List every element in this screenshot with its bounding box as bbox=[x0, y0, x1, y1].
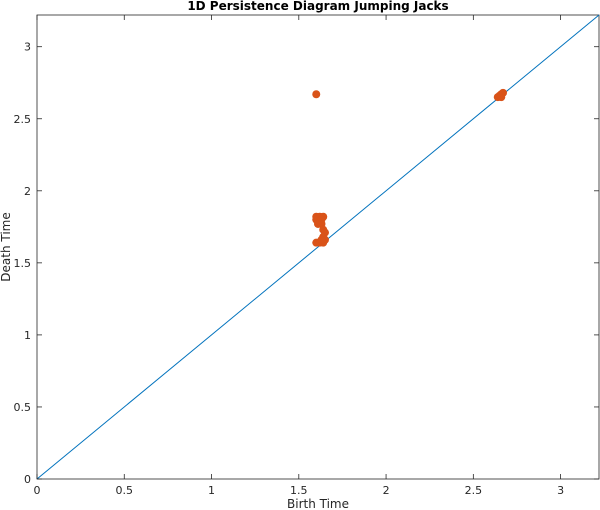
x-tick-label: 3 bbox=[557, 484, 564, 497]
x-tick-label: 0.5 bbox=[116, 484, 134, 497]
x-tick-label: 1.5 bbox=[290, 484, 308, 497]
y-tick-label: 1 bbox=[24, 329, 31, 342]
y-tick-label: 1.5 bbox=[14, 257, 32, 270]
y-tick-label: 0.5 bbox=[14, 401, 32, 414]
y-axis-label: Death Time bbox=[0, 212, 13, 281]
axis-ticks: 0 0.5 1 1.5 2 2.5 3 0 0.5 1 1.5 2 2.5 3 bbox=[14, 15, 599, 497]
chart-title: 1D Persistence Diagram Jumping Jacks bbox=[187, 0, 448, 13]
x-axis-label: Birth Time bbox=[287, 497, 349, 510]
data-point bbox=[317, 235, 326, 244]
x-tick-label: 2 bbox=[383, 484, 390, 497]
plot-area: 0 0.5 1 1.5 2 2.5 3 0 0.5 1 1.5 2 2.5 3 bbox=[14, 14, 600, 497]
y-tick-label: 2 bbox=[24, 185, 31, 198]
x-tick-label: 1 bbox=[208, 484, 215, 497]
x-tick-label: 2.5 bbox=[465, 484, 483, 497]
y-tick-label: 3 bbox=[24, 41, 31, 54]
x-tick-label: 0 bbox=[34, 484, 41, 497]
data-points bbox=[312, 88, 508, 247]
data-point bbox=[497, 93, 506, 102]
y-tick-label: 0 bbox=[24, 473, 31, 486]
data-point bbox=[312, 90, 321, 99]
y-tick-label: 2.5 bbox=[14, 113, 32, 126]
